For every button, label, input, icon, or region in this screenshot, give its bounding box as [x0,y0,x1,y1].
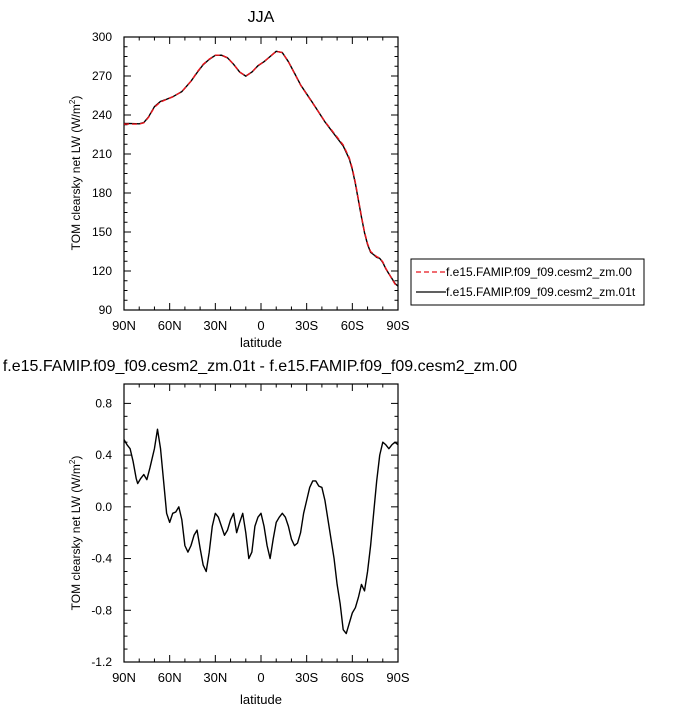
top-x-tick-label: 90S [386,318,409,333]
bottom-title: f.e15.FAMIP.f09_f09.cesm2_zm.01t - f.e15… [3,358,517,375]
top-y-tick-label: 300 [92,30,112,44]
top-y-tick-label: 150 [92,225,112,239]
bottom-x-tick-label: 60S [341,670,364,685]
legend-box [410,258,645,306]
top-x-tick-label: 90N [112,318,136,333]
bottom-x-tick-label: 0 [257,670,264,685]
top-x-tick-label: 0 [257,318,264,333]
bottom-y-tick-label: -0.8 [91,603,112,617]
bottom-y-tick-label: -0.4 [91,552,112,566]
top-x-axis-label: latitude [240,335,282,350]
top-x-tick-label: 60S [341,318,364,333]
bottom-series-line-0 [123,428,399,635]
top-y-tick-label: 90 [99,303,113,317]
bottom-x-tick-label: 30S [295,670,318,685]
bottom-plot-frame [123,383,399,663]
bottom-x-tick-label: 90N [112,670,136,685]
bottom-y-tick-label: 0.4 [95,448,112,462]
top-y-tick-label: 210 [92,147,112,161]
bottom-y-tick-label: 0.0 [95,500,112,514]
bottom-y-tick-label: 0.8 [95,396,112,410]
bottom-y-tick-label: -1.2 [91,655,112,669]
bottom-x-tick-label: 60N [158,670,182,685]
bottom-panel: f.e15.FAMIP.f09_f09.cesm2_zm.01t - f.e15… [3,358,517,707]
top-series-line-1 [123,50,399,287]
top-x-tick-label: 30S [295,318,318,333]
bottom-x-tick-label: 30N [203,670,227,685]
legend-label-1: f.e15.FAMIP.f09_f09.cesm2_zm.01t [446,285,636,299]
top-plot-area: 90 120 150 180 210 240 270 300 90N 60N 30N 0 30S 60S 9… [92,30,410,333]
top-plot-frame [123,36,399,311]
top-x-tick-label: 30N [203,318,227,333]
top-title: JJA [248,9,275,26]
bottom-plot-area: -1.2 -0.8 -0.4 0.0 0.4 0.8 90N 60N 30N 0 30S 60S 90S [91,383,410,685]
bottom-y-axis-label: TOM clearsky net LW (W/m2) [68,456,83,611]
top-y-tick-label: 120 [92,264,112,278]
legend-label-0: f.e15.FAMIP.f09_f09.cesm2_zm.00 [446,265,632,279]
bottom-x-tick-label: 90S [386,670,409,685]
top-y-tick-label: 270 [92,69,112,83]
top-y-tick-label: 180 [92,186,112,200]
top-y-axis-label: TOM clearsky net LW (W/m2) [68,96,83,251]
legend: f.e15.FAMIP.f09_f09.cesm2_zm.00 f.e15.FA… [410,258,645,306]
top-series-line-0 [124,50,399,288]
top-panel: JJA 90 120 150 180 210 240 270 300 90N 60N 30N 0 30S… [68,9,410,350]
bottom-x-axis-label: latitude [240,692,282,707]
top-y-tick-label: 240 [92,108,112,122]
top-x-tick-label: 60N [158,318,182,333]
